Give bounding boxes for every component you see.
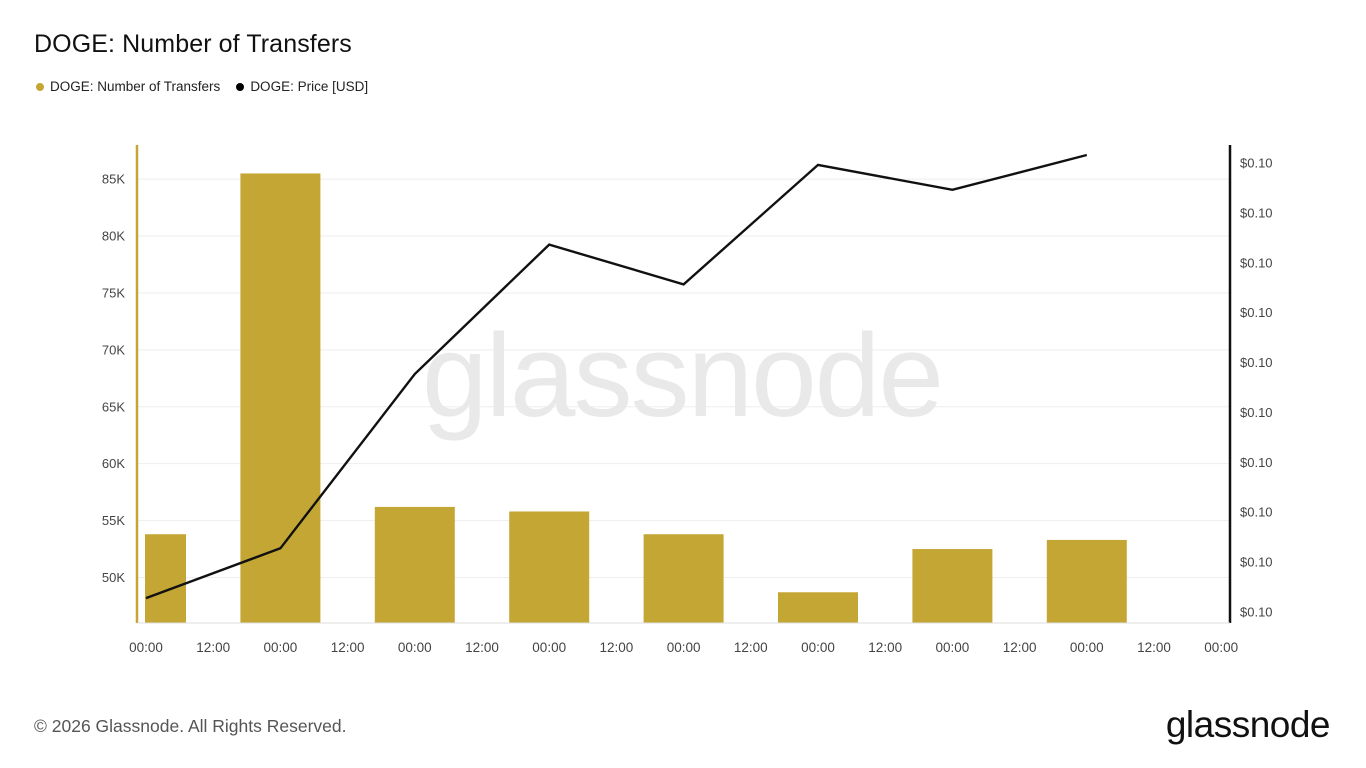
left-tick-label: 55K [102, 513, 125, 528]
right-tick-label: $0.10 [1240, 555, 1273, 570]
right-tick-label: $0.10 [1240, 405, 1273, 420]
left-tick-label: 50K [102, 570, 125, 585]
left-tick-label: 65K [102, 399, 125, 414]
bar [778, 592, 858, 623]
legend-label-transfers: DOGE: Number of Transfers [50, 79, 221, 94]
left-tick-label: 75K [102, 285, 125, 300]
left-tick-label: 80K [102, 229, 125, 244]
legend-item-price[interactable]: DOGE: Price [USD] [236, 79, 368, 94]
right-tick-label: $0.10 [1240, 305, 1273, 320]
x-tick-label: 12:00 [331, 640, 365, 655]
x-tick-label: 12:00 [1003, 640, 1037, 655]
x-tick-label: 00:00 [532, 640, 566, 655]
bar [1046, 539, 1127, 623]
right-tick-label: $0.10 [1240, 205, 1273, 220]
bar [145, 534, 186, 623]
right-tick-label: $0.10 [1240, 455, 1273, 470]
bar [912, 549, 993, 623]
x-tick-label: 00:00 [264, 640, 298, 655]
chart-title: DOGE: Number of Transfers [34, 30, 352, 58]
right-tick-label: $0.10 [1240, 355, 1273, 370]
x-tick-label: 00:00 [667, 640, 701, 655]
x-tick-label: 12:00 [465, 640, 499, 655]
bar-series [145, 173, 1127, 623]
x-tick-label: 00:00 [936, 640, 970, 655]
x-tick-label: 00:00 [129, 640, 163, 655]
legend: DOGE: Number of Transfers DOGE: Price [U… [36, 79, 368, 94]
bar [240, 173, 321, 623]
x-tick-label: 00:00 [1204, 640, 1238, 655]
legend-dot-transfers [36, 82, 44, 91]
right-tick-label: $0.10 [1240, 505, 1273, 520]
x-tick-label: 12:00 [734, 640, 768, 655]
watermark: glassnode [422, 310, 942, 442]
x-tick-label: 12:00 [868, 640, 902, 655]
x-tick-label: 00:00 [398, 640, 432, 655]
x-tick-label: 00:00 [1070, 640, 1104, 655]
right-tick-label: $0.10 [1240, 156, 1273, 171]
legend-item-transfers[interactable]: DOGE: Number of Transfers [36, 79, 220, 94]
bar [374, 506, 455, 623]
left-tick-label: 60K [102, 456, 125, 471]
right-tick-label: $0.10 [1240, 605, 1273, 620]
x-axis: 00:00 12:00 00:00 12:00 00:00 12:00 00:00 12:00… [129, 622, 1238, 655]
left-axis: 50K 55K 60K 65K 70K 75K 80K 85K [102, 145, 139, 623]
right-tick-label: $0.10 [1240, 255, 1273, 270]
x-tick-label: 00:00 [801, 640, 835, 655]
bar [509, 511, 590, 623]
brand-logo[interactable]: glassnode [1165, 704, 1331, 745]
line-series [145, 153, 1088, 600]
right-axis: $0.10 $0.10 $0.10 $0.10 $0.10 $0.10 $0.10 $0.10… [1228, 145, 1273, 623]
bar [643, 534, 724, 623]
chart-area: glassnode 50K 55K 60K 65K 70K 75K 80K 85K $0.10… [102, 145, 1273, 655]
legend-label-price: DOGE: Price [USD] [250, 79, 369, 94]
x-tick-label: 12:00 [196, 640, 230, 655]
x-tick-label: 12:00 [600, 640, 634, 655]
x-tick-label: 12:00 [1137, 640, 1171, 655]
copyright-footer: © 2026 Glassnode. All Rights Reserved. [34, 716, 347, 736]
left-tick-label: 70K [102, 342, 125, 357]
price-line [145, 153, 1088, 600]
legend-dot-price [236, 82, 245, 91]
left-tick-label: 85K [102, 172, 125, 187]
